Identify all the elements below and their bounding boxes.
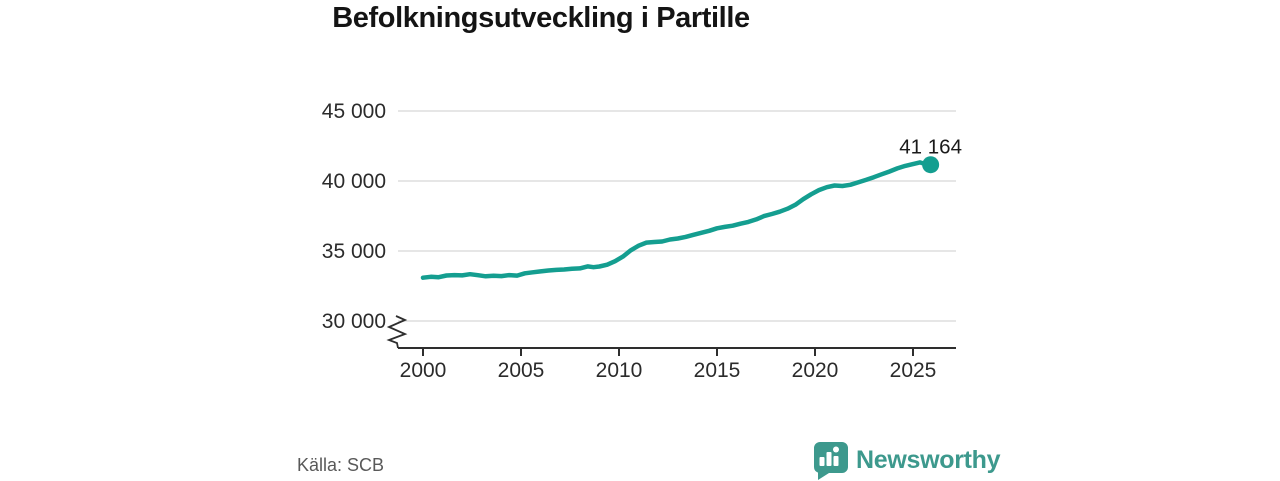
y-tick-label: 45 000: [322, 100, 386, 123]
brand-name: Newsworthy: [856, 445, 1001, 474]
newsworthy-speech-bubble-bar-chart-icon: [814, 442, 848, 480]
source-label: Källa: SCB: [297, 455, 385, 475]
axis-break-icon: [386, 315, 408, 349]
x-tick-label: 2020: [792, 359, 839, 382]
page-title: Befolkningsutveckling i Partille: [332, 2, 750, 34]
brand-logo: Newsworthy: [812, 441, 1001, 481]
x-tick-label: 2000: [400, 359, 447, 382]
x-tick-label: 2005: [498, 359, 545, 382]
latest-value-dot: [922, 156, 940, 174]
population-line-series: [420, 160, 933, 280]
x-tick-label: 2025: [890, 359, 937, 382]
y-tick-label: 40 000: [322, 170, 386, 193]
y-tick-label: 30 000: [322, 310, 386, 333]
x-tick-label: 2010: [596, 359, 643, 382]
latest-value-label: 41 164: [899, 136, 962, 159]
y-tick-label: 35 000: [322, 240, 386, 263]
x-tick-label: 2015: [694, 359, 741, 382]
